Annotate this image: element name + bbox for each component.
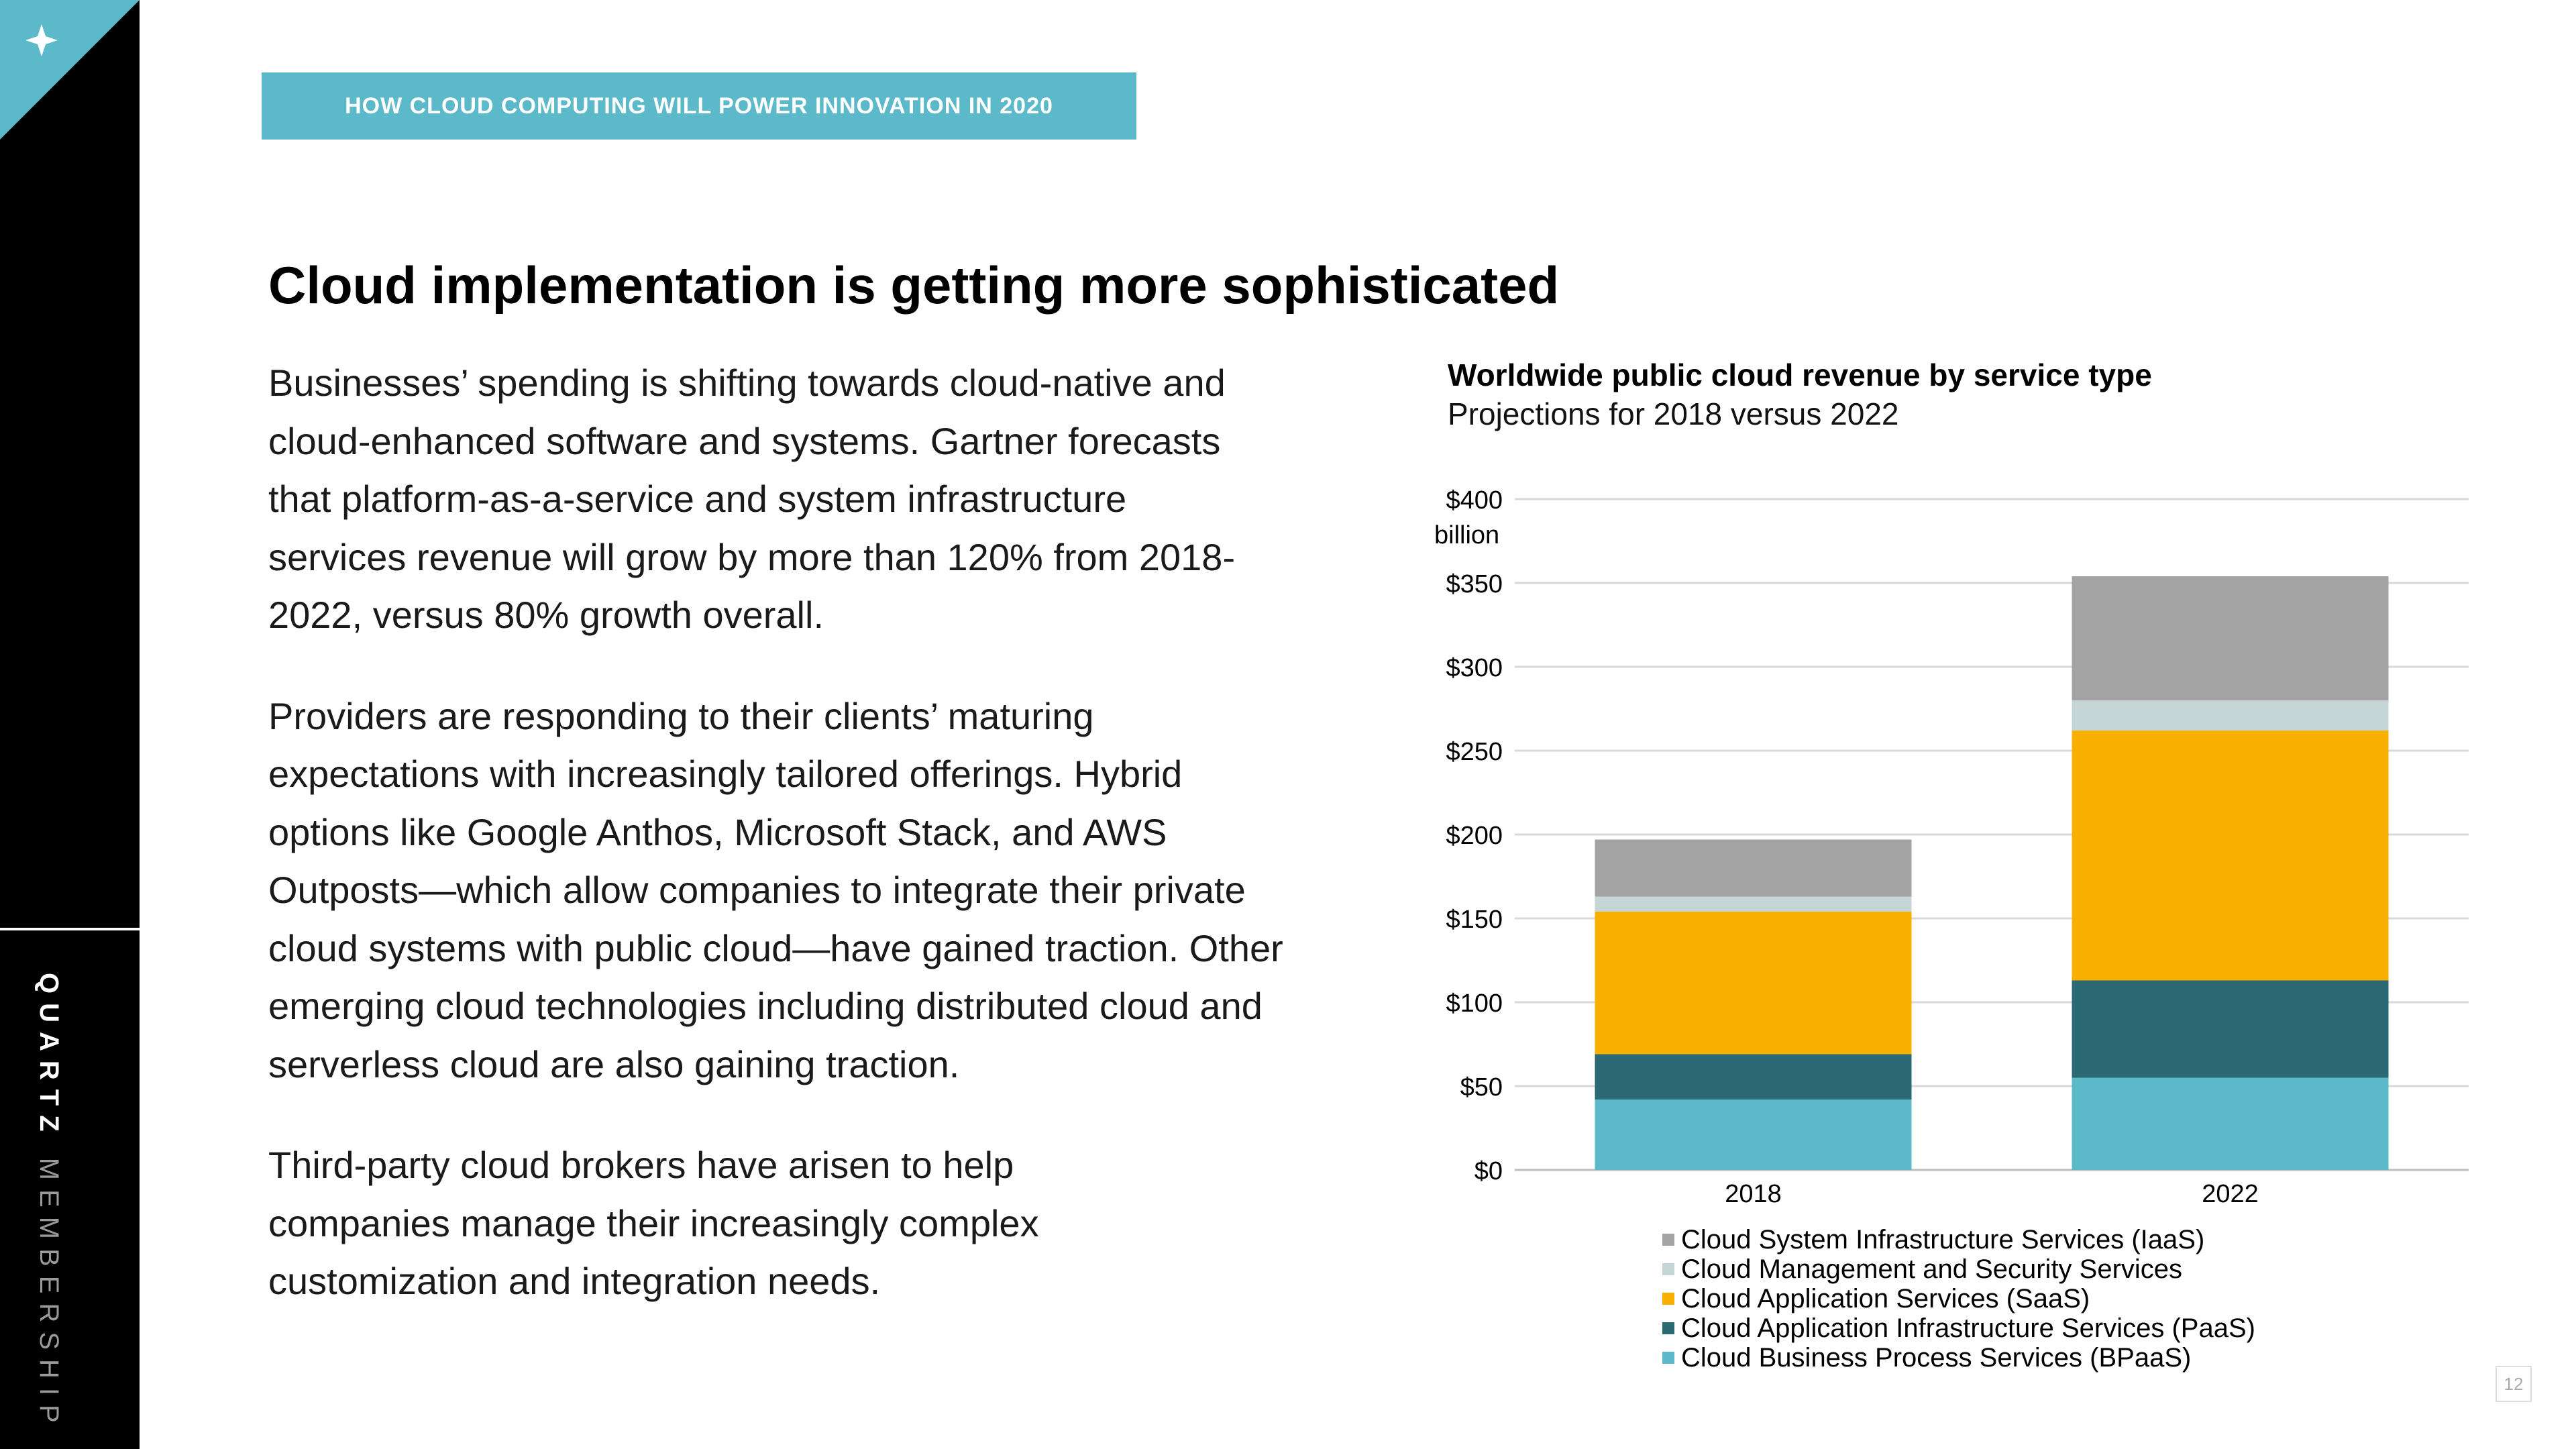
y-axis-unit-label: billion <box>1434 521 1499 549</box>
legend-item: Cloud Business Process Services (BPaaS) <box>1662 1343 2255 1373</box>
chart-subtitle: Projections for 2018 versus 2022 <box>1448 396 1899 431</box>
bar-segment <box>2072 731 2389 981</box>
legend-label: Cloud Business Process Services (BPaaS) <box>1681 1343 2192 1373</box>
y-tick-label: $50 <box>1460 1073 1503 1102</box>
legend-item: Cloud Management and Security Services <box>1662 1254 2255 1284</box>
legend-item: Cloud Application Services (SaaS) <box>1662 1284 2255 1313</box>
bar-segment <box>1595 1099 1912 1170</box>
legend-item: Cloud Application Infrastructure Service… <box>1662 1313 2255 1343</box>
legend-label: Cloud Application Infrastructure Service… <box>1681 1313 2255 1343</box>
legend-swatch <box>1662 1293 1674 1305</box>
corner-badge <box>0 0 140 140</box>
chart-legend: Cloud System Infrastructure Services (Ia… <box>1662 1225 2255 1373</box>
stacked-bar-chart: $0 $50 $100 $150 $200 $250 $300 $350 $400 billion… <box>1434 486 2469 1208</box>
bar-segment <box>1595 896 1912 912</box>
legend-swatch <box>1662 1352 1674 1364</box>
y-tick-label: $250 <box>1446 738 1503 766</box>
y-tick-label: $150 <box>1446 906 1503 934</box>
page-title: Cloud implementation is getting more sop… <box>268 256 1560 315</box>
y-tick-label: $0 <box>1474 1157 1503 1185</box>
legend-item: Cloud System Infrastructure Services (Ia… <box>1662 1225 2255 1254</box>
sidebar-divider <box>0 928 140 930</box>
legend-swatch <box>1662 1322 1674 1334</box>
bar-segment <box>2072 700 2389 731</box>
bar-segment <box>2072 980 2389 1078</box>
body-text: Businesses’ spending is shifting towards… <box>268 354 1288 1354</box>
bar-segment <box>1595 1054 1912 1099</box>
y-tick-label: $300 <box>1446 654 1503 682</box>
y-tick-label: $400 <box>1446 486 1503 515</box>
legend-label: Cloud System Infrastructure Services (Ia… <box>1681 1225 2205 1254</box>
page-number: 12 <box>2496 1366 2532 1402</box>
y-tick-label: $100 <box>1446 989 1503 1018</box>
sidebar: QUARTZ MEMBERSHIP <box>0 0 140 1449</box>
paragraph: Third-party cloud brokers have arisen to… <box>268 1144 1039 1302</box>
brand-bold: QUARTZ <box>34 973 64 1141</box>
section-kicker-label: HOW CLOUD COMPUTING WILL POWER INNOVATIO… <box>345 93 1053 119</box>
legend-label: Cloud Application Services (SaaS) <box>1681 1284 2090 1313</box>
paragraph: Businesses’ spending is shifting towards… <box>268 362 1236 636</box>
x-tick-label: 2018 <box>1725 1180 1782 1208</box>
bar-segment <box>2072 576 2389 700</box>
section-kicker: HOW CLOUD COMPUTING WILL POWER INNOVATIO… <box>262 72 1136 140</box>
bar-segment <box>1595 839 1912 897</box>
legend-label: Cloud Management and Security Services <box>1681 1254 2183 1284</box>
legend-swatch <box>1662 1263 1674 1275</box>
brand-light: MEMBERSHIP <box>34 1157 64 1432</box>
brand-wordmark: QUARTZ MEMBERSHIP <box>34 973 64 1432</box>
x-tick-label: 2022 <box>2202 1180 2259 1208</box>
bar-segment <box>2072 1077 2389 1170</box>
bar-segment <box>1595 912 1912 1055</box>
legend-swatch <box>1662 1234 1674 1246</box>
chart-title: Worldwide public cloud revenue by servic… <box>1448 358 2152 392</box>
sparkle-icon <box>25 24 58 56</box>
y-tick-label: $200 <box>1446 822 1503 850</box>
paragraph: Providers are responding to their client… <box>268 694 1283 1085</box>
y-tick-label: $350 <box>1446 570 1503 598</box>
